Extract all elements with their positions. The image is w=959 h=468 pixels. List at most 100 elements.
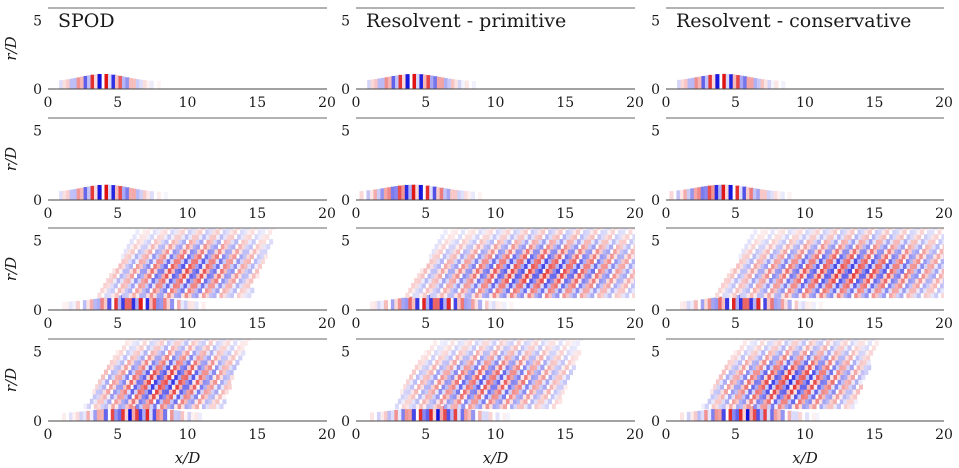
radiation-cell xyxy=(829,339,834,341)
radiation-cell xyxy=(742,258,747,265)
radiation-cell xyxy=(153,263,158,269)
radiation-cell xyxy=(806,379,811,385)
radiation-cell xyxy=(821,364,827,371)
radiation-cell xyxy=(481,398,486,405)
radiation-cell xyxy=(817,359,823,366)
radiation-cell xyxy=(480,359,485,366)
radiation-cell xyxy=(260,228,265,230)
radiation-cell xyxy=(550,282,555,289)
radiation-cell xyxy=(779,278,784,284)
radiation-cell xyxy=(891,282,896,289)
radiation-cell xyxy=(114,292,119,299)
radiation-cell xyxy=(453,258,458,265)
radiation-cell xyxy=(564,248,569,255)
radiation-cell xyxy=(825,228,830,230)
x-tick-label: 15 xyxy=(556,316,574,332)
radiation-cell xyxy=(121,258,126,265)
radiation-cell xyxy=(790,253,795,260)
near-field-cell xyxy=(801,301,806,310)
radiation-cell xyxy=(463,339,468,341)
radiation-cell xyxy=(774,234,779,240)
radiation-cell xyxy=(172,354,177,361)
radiation-cell xyxy=(407,389,412,395)
radiation-cell xyxy=(530,287,535,294)
radiation-cell xyxy=(749,369,754,376)
radiation-cell xyxy=(429,287,434,294)
x-tick-label: 10 xyxy=(487,95,505,111)
radiation-cell xyxy=(408,403,413,410)
radiation-cell xyxy=(462,350,467,356)
radiation-cell xyxy=(832,369,838,376)
radiation-cell xyxy=(201,228,206,230)
radiation-cell xyxy=(545,345,550,351)
radiation-cell xyxy=(768,350,773,356)
radiation-cell xyxy=(185,273,190,279)
y-tick-label: 5 xyxy=(651,345,660,361)
near-field-cell xyxy=(97,73,102,89)
radiation-cell xyxy=(189,243,194,250)
radiation-cell xyxy=(739,292,744,299)
radiation-cell xyxy=(475,292,480,299)
x-tick-label: 15 xyxy=(556,427,574,443)
radiation-cell xyxy=(188,268,193,274)
radiation-cell xyxy=(784,234,790,240)
radiation-cell xyxy=(224,354,229,361)
radiation-cell xyxy=(763,258,768,265)
radiation-cell xyxy=(739,403,744,410)
radiation-cell xyxy=(223,345,228,351)
near-field-cell xyxy=(763,189,768,200)
radiation-cell xyxy=(205,403,210,410)
radiation-cell xyxy=(821,282,826,289)
radiation-cell xyxy=(900,268,905,274)
near-field-cell xyxy=(704,186,709,200)
radiation-cell xyxy=(814,278,819,284)
radiation-cell xyxy=(798,345,803,351)
radiation-cell xyxy=(234,350,239,356)
radiation-cell xyxy=(412,292,417,299)
radiation-cell xyxy=(805,345,810,351)
radiation-cell xyxy=(492,258,497,265)
radiation-cell xyxy=(815,339,820,341)
radiation-cell xyxy=(813,243,818,250)
radiation-cell xyxy=(788,268,793,274)
near-field-cell xyxy=(177,299,182,310)
radiation-cell xyxy=(169,253,174,260)
radiation-cell xyxy=(470,339,475,341)
radiation-cell xyxy=(421,393,426,400)
radiation-cell xyxy=(569,340,574,346)
radiation-cell xyxy=(860,253,865,260)
near-field-cell xyxy=(390,299,395,310)
radiation-cell xyxy=(529,248,534,255)
radiation-cell xyxy=(935,243,940,250)
radiation-cell xyxy=(214,282,219,289)
radiation-cell xyxy=(571,364,576,371)
radiation-cell xyxy=(510,350,515,356)
radiation-cell xyxy=(531,379,536,385)
radiation-cell xyxy=(406,379,411,385)
radiation-cell xyxy=(842,393,847,400)
radiation-cell xyxy=(193,393,199,400)
radiation-cell xyxy=(623,278,628,284)
radiation-cell xyxy=(492,398,497,405)
radiation-cell xyxy=(830,374,835,380)
radiation-cell xyxy=(920,263,925,269)
radiation-cell xyxy=(866,354,871,361)
radiation-cell xyxy=(864,369,869,376)
near-field-cell xyxy=(505,412,511,421)
radiation-cell xyxy=(455,273,460,279)
near-field-cell xyxy=(439,294,444,310)
radiation-cell xyxy=(558,340,563,346)
radiation-cell xyxy=(836,292,841,299)
near-field-cell xyxy=(62,190,67,200)
radiation-cell xyxy=(567,273,572,279)
near-field-cell xyxy=(391,75,396,89)
near-field-cell xyxy=(773,297,778,310)
radiation-cell xyxy=(532,273,537,279)
radiation-cell xyxy=(216,239,221,245)
radiation-cell xyxy=(550,393,555,400)
near-field-cell xyxy=(752,406,757,421)
radiation-cell xyxy=(218,364,223,371)
panel-r2-c0 xyxy=(48,227,327,311)
near-field-cell xyxy=(677,79,682,89)
radiation-cell xyxy=(148,393,153,400)
